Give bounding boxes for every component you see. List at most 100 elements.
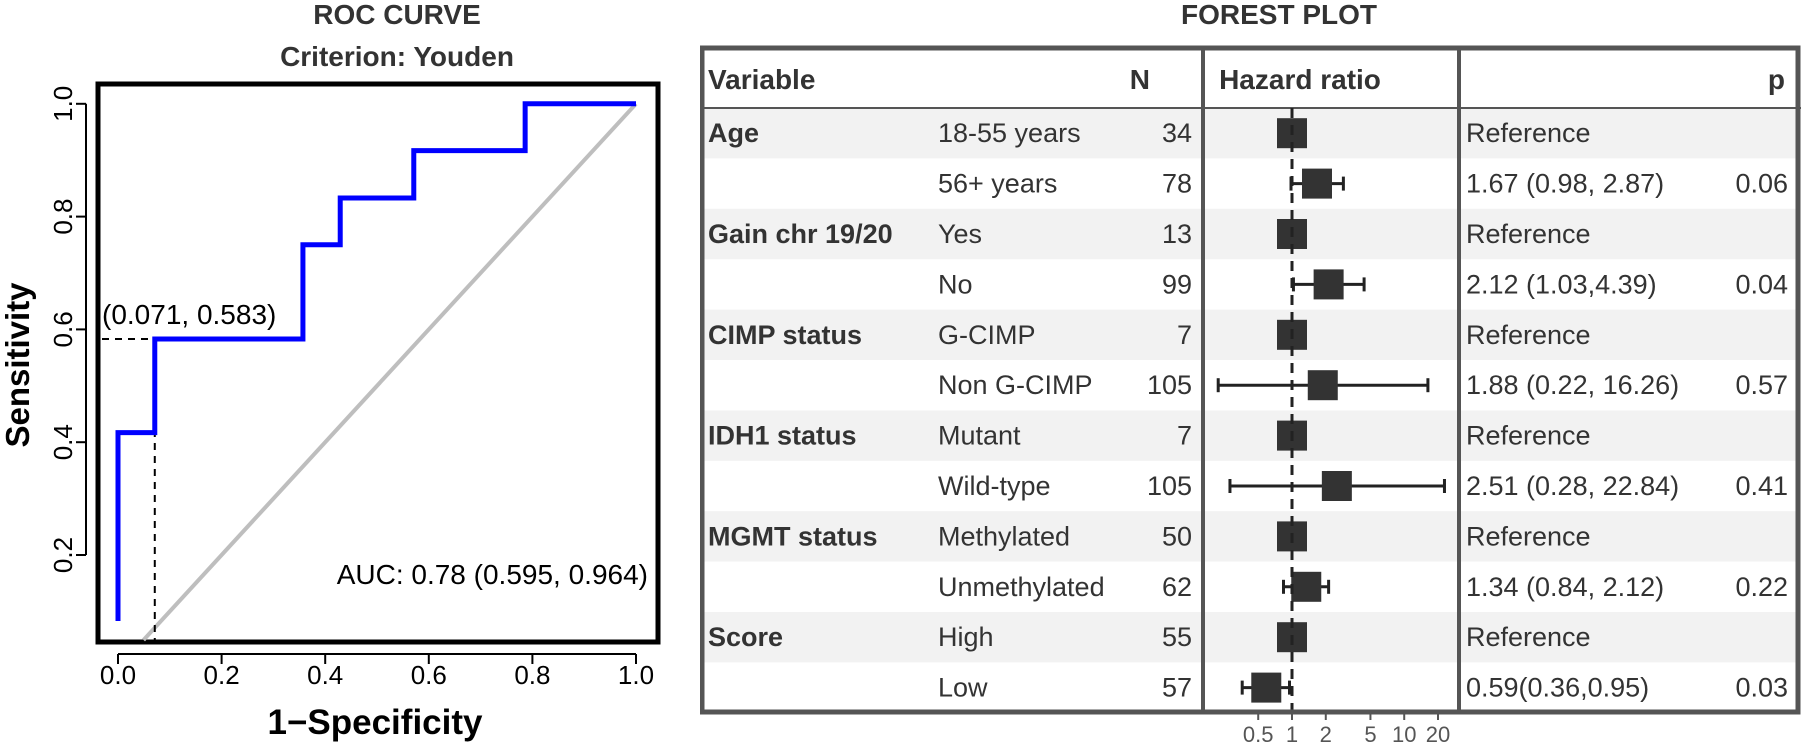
roc-diagonal-layer — [142, 102, 638, 642]
roc-diagonal-line — [142, 102, 638, 642]
forest-p-value: 0.03 — [1735, 673, 1788, 703]
forest-estimate: 1.67 (0.98, 2.87) — [1466, 169, 1664, 199]
roc-title: ROC CURVE — [313, 0, 481, 30]
forest-plot: FOREST PLOT Variable N Hazard ratio p Ag… — [700, 0, 1801, 747]
forest-level: Non G-CIMP — [938, 370, 1093, 400]
header-variable: Variable — [708, 64, 815, 95]
forest-n: 105 — [1147, 471, 1192, 501]
forest-level: Yes — [938, 219, 982, 249]
forest-n: 34 — [1162, 118, 1192, 148]
forest-n: 7 — [1177, 320, 1192, 350]
roc-cutoff-label: (0.071, 0.583) — [102, 299, 276, 330]
forest-variable: IDH1 status — [708, 421, 857, 451]
forest-hr-box — [1307, 370, 1338, 401]
forest-estimate: Reference — [1466, 219, 1591, 249]
forest-axis-tick-label: 1 — [1286, 722, 1298, 747]
roc-plot-border — [95, 81, 661, 645]
forest-n: 55 — [1162, 622, 1192, 652]
forest-p-value: 0.22 — [1735, 572, 1788, 602]
forest-axis-tick-label: 0.5 — [1243, 722, 1274, 747]
forest-n: 62 — [1162, 572, 1192, 602]
forest-axis-tick-label: 10 — [1392, 722, 1416, 747]
forest-n: 7 — [1177, 421, 1192, 451]
forest-estimate: Reference — [1466, 622, 1591, 652]
forest-level: 56+ years — [938, 169, 1057, 199]
forest-level: Methylated — [938, 521, 1070, 551]
forest-estimate: 2.51 (0.28, 22.84) — [1466, 471, 1679, 501]
roc-auc-label: AUC: 0.78 (0.595, 0.964) — [337, 559, 648, 590]
forest-level: No — [938, 269, 973, 299]
forest-level: 18-55 years — [938, 118, 1081, 148]
forest-row-shade — [704, 208, 1796, 260]
roc-x-tick-label: 0.4 — [307, 660, 343, 690]
forest-n: 78 — [1162, 169, 1192, 199]
forest-estimate: 2.12 (1.03,4.39) — [1466, 269, 1657, 299]
roc-subtitle: Criterion: Youden — [280, 41, 514, 72]
forest-n: 99 — [1162, 269, 1192, 299]
forest-estimate: 1.88 (0.22, 16.26) — [1466, 370, 1679, 400]
forest-x-axis: 0.5 1 2 5 10 20 — [1243, 711, 1450, 747]
forest-estimate: Reference — [1466, 421, 1591, 451]
forest-level: Unmethylated — [938, 572, 1105, 602]
forest-border — [700, 45, 1801, 715]
forest-estimate: Reference — [1466, 521, 1591, 551]
header-n: N — [1130, 64, 1150, 95]
roc-x-axis: 0.0 0.2 0.4 0.6 0.8 1.0 — [100, 653, 654, 690]
forest-axis-tick-label: 5 — [1364, 722, 1376, 747]
forest-hr-box — [1251, 672, 1282, 703]
roc-chart: ROC CURVE Criterion: Youden 0.0 0.2 0.4 0.6… — [0, 0, 661, 742]
roc-x-tick-label: 0.6 — [411, 660, 447, 690]
roc-x-tick-label: 0.2 — [204, 660, 240, 690]
forest-p-value: 0.04 — [1735, 269, 1788, 299]
roc-y-axis: 0.2 0.4 0.6 0.8 1.0 — [48, 86, 87, 573]
forest-hr-box — [1313, 269, 1344, 300]
roc-x-label: 1−Specificity — [268, 703, 484, 742]
roc-y-tick-label: 0.6 — [48, 311, 78, 347]
forest-hr-box — [1301, 168, 1332, 199]
forest-title: FOREST PLOT — [1181, 0, 1377, 30]
forest-level: High — [938, 622, 994, 652]
forest-row-shade — [704, 511, 1796, 562]
forest-n: 105 — [1147, 370, 1192, 400]
forest-variable: MGMT status — [708, 521, 878, 551]
forest-estimate: Reference — [1466, 320, 1591, 350]
forest-hr-box — [1321, 471, 1352, 501]
forest-variable: Score — [708, 622, 783, 652]
forest-row-shade — [704, 309, 1796, 360]
forest-axis-tick-label: 2 — [1320, 722, 1332, 747]
forest-hr-box — [1291, 571, 1322, 602]
roc-x-tick-label: 0.0 — [100, 660, 136, 690]
forest-level: G-CIMP — [938, 320, 1036, 350]
forest-axis-tick-label: 20 — [1426, 722, 1450, 747]
forest-estimate: 0.59(0.36,0.95) — [1466, 673, 1649, 703]
forest-variable: CIMP status — [708, 320, 862, 350]
header-p: p — [1768, 64, 1785, 95]
forest-n: 57 — [1162, 673, 1192, 703]
forest-p-value: 0.57 — [1735, 370, 1788, 400]
forest-estimate: 1.34 (0.84, 2.12) — [1466, 572, 1664, 602]
forest-variable: Gain chr 19/20 — [708, 219, 893, 249]
forest-estimate: Reference — [1466, 118, 1591, 148]
roc-y-tick-label: 0.4 — [48, 424, 78, 460]
forest-p-value: 0.06 — [1735, 169, 1788, 199]
forest-level: Mutant — [938, 421, 1021, 451]
roc-x-tick-label: 0.8 — [514, 660, 550, 690]
forest-marks — [1216, 108, 1446, 712]
forest-rows: Age 18-55 years 34 Reference 56+ years 78 1.67… — [708, 118, 1788, 702]
forest-p-value: 0.41 — [1735, 471, 1788, 501]
forest-row-shading — [704, 108, 1796, 663]
roc-y-tick-label: 0.2 — [48, 537, 78, 573]
forest-level: Wild-type — [938, 471, 1051, 501]
forest-variable: Age — [708, 118, 759, 148]
forest-row-shade — [704, 612, 1796, 663]
roc-y-tick-label: 0.8 — [48, 199, 78, 235]
header-hazard-ratio: Hazard ratio — [1219, 64, 1381, 95]
roc-curve-layer — [115, 101, 636, 621]
roc-cutoff-layer — [102, 337, 156, 640]
forest-row-shade — [704, 410, 1796, 461]
forest-row-shade — [704, 108, 1796, 159]
forest-n: 50 — [1162, 521, 1192, 551]
roc-y-label: Sensitivity — [0, 282, 36, 448]
forest-n: 13 — [1162, 219, 1192, 249]
forest-level: Low — [938, 673, 988, 703]
